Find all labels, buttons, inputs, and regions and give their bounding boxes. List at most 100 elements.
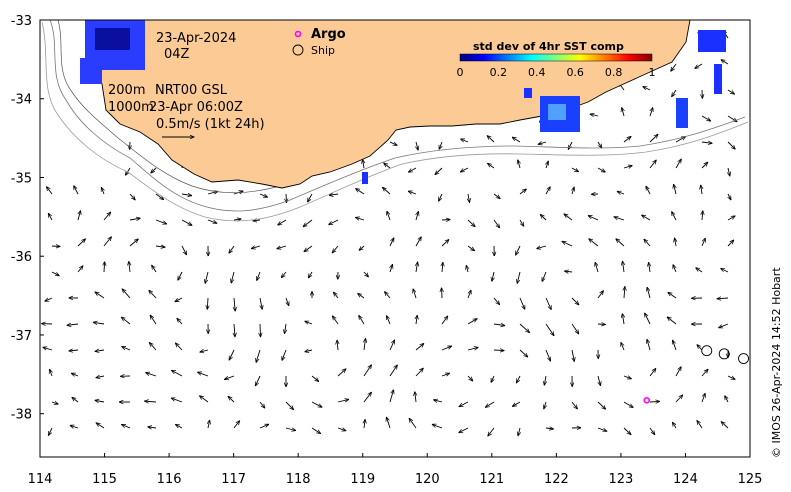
current-vector [386,417,391,429]
current-vector [96,376,105,378]
current-vector [545,297,551,310]
current-vector [95,292,105,299]
current-vector [171,398,183,403]
current-vector [155,219,167,224]
current-vector [285,323,287,334]
current-vector [649,427,655,435]
current-vector [512,137,521,143]
y-tick-label: -37 [11,329,32,344]
current-vector [152,265,157,273]
current-vector [621,343,625,351]
current-vector [647,287,651,299]
current-vector [459,401,469,407]
date-label: 23-Apr-2024 [156,31,236,46]
current-vector [251,246,261,249]
x-tick-label: 124 [673,472,698,487]
current-vector [181,245,187,255]
current-vector [572,187,574,195]
depth-line2: 1000m [108,100,154,115]
current-vector [155,246,165,247]
current-vector [233,219,241,220]
y-tick-label: -33 [11,14,32,29]
current-vector [383,187,391,195]
current-vector [542,271,547,281]
current-vector [493,219,500,228]
current-vector [467,319,477,325]
current-vector [441,316,448,325]
current-vector [387,211,391,221]
x-tick-label: 123 [608,472,633,487]
current-vector [434,400,443,402]
coast-outline [57,19,281,194]
current-vector [673,265,676,273]
current-vector [282,349,287,360]
current-vector [176,425,183,429]
current-vector [207,297,208,309]
current-vector [432,424,443,429]
colorbar-tick-label: 0 [457,66,464,79]
current-vector [564,214,573,221]
current-vector [51,402,58,404]
current-vector [257,271,261,280]
current-vector [649,401,660,402]
current-vector [332,245,339,253]
current-vector [363,160,364,169]
colorbar-tick-label: 0.6 [566,66,584,79]
current-vector [74,186,79,195]
current-vector [129,239,138,247]
current-vector [649,263,650,273]
current-vector [562,241,573,247]
current-vector [671,63,677,71]
colorbar-tick-label: 0.8 [605,66,623,79]
colorbar [459,53,653,62]
current-vector [177,318,183,325]
current-vector [145,401,157,402]
current-vector [364,420,365,429]
product-time-label: 23-Apr 06:00Z [149,100,243,115]
current-vector [441,373,450,376]
current-vector [721,268,729,273]
current-vector [305,321,313,324]
current-vector [545,349,551,361]
x-tick-label: 117 [221,472,246,487]
current-vector [129,193,135,200]
current-vector [390,265,393,273]
current-vector [260,323,261,337]
current-vector [47,187,53,195]
current-vector [467,245,475,251]
current-vector [329,219,339,225]
current-vector [675,159,681,169]
current-vector [695,63,703,68]
current-vector [256,349,261,362]
current-vector [337,340,338,351]
current-vector [285,401,294,410]
current-vector [441,240,449,247]
colorbar-tick-label: 0.2 [490,66,508,79]
current-vector [150,315,157,325]
current-vector [442,288,443,299]
x-tick-label: 119 [350,472,375,487]
current-vector [233,421,240,429]
current-vector [595,262,599,273]
current-vector [358,294,365,299]
current-vector [537,246,547,249]
current-vector [622,108,624,117]
current-vector [727,89,734,94]
current-vector [149,343,157,351]
current-vector [441,346,452,351]
current-vector [467,219,475,227]
contour-200m [49,19,746,212]
current-vector [303,219,313,227]
current-vector [623,166,632,168]
current-vector [597,401,606,409]
current-vector [77,239,85,247]
current-vector [649,369,656,377]
current-vector [439,193,443,201]
current-vector [231,271,235,283]
current-vector [488,163,495,169]
current-vector [95,400,105,402]
current-vector [467,347,478,350]
land-australia [87,19,691,189]
current-vector [673,422,677,429]
current-vector [487,136,495,143]
